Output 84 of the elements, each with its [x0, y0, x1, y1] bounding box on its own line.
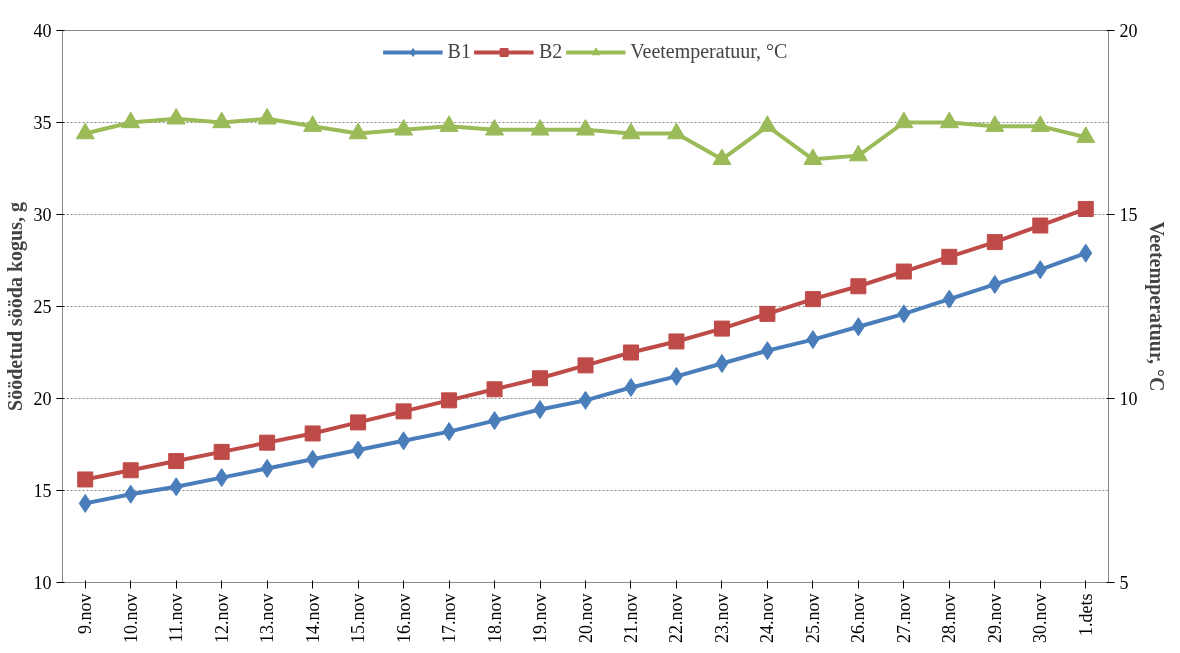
- legend-label: Veetemperatuur, °C: [630, 40, 788, 63]
- point: [215, 468, 229, 488]
- point: [1032, 217, 1049, 234]
- x-tick-label: 28.nov: [939, 593, 960, 643]
- y2-axis-title: Veetemperatuur, °C: [1144, 221, 1168, 392]
- x-tick-label: 30.nov: [1030, 593, 1051, 643]
- y-tick-label: 30: [33, 205, 52, 225]
- y-tick-label: 20: [33, 389, 52, 409]
- point: [351, 440, 365, 460]
- y2-tick-label: 20: [1119, 21, 1138, 41]
- point: [260, 458, 274, 478]
- y2-tick-label: 5: [1119, 573, 1129, 593]
- x-tick-label: 20.nov: [575, 593, 596, 643]
- point: [759, 305, 776, 322]
- point: [897, 304, 911, 324]
- point: [577, 357, 594, 374]
- point: [713, 320, 730, 337]
- y2-tick-label: 15: [1119, 205, 1138, 225]
- y2-tick-label: 10: [1119, 389, 1138, 409]
- x-tick-label: 27.nov: [893, 593, 914, 643]
- x-tick-label: 13.nov: [257, 593, 278, 643]
- point: [397, 431, 411, 451]
- point: [895, 263, 912, 280]
- x-tick-label: 22.nov: [666, 593, 687, 643]
- point: [1079, 243, 1093, 263]
- y-tick-label: 15: [33, 481, 52, 501]
- x-tick-label: 17.nov: [439, 593, 460, 643]
- point: [941, 248, 958, 265]
- x-tick-label: 18.nov: [484, 593, 505, 643]
- point: [669, 366, 683, 386]
- x-tick-label: 23.nov: [711, 593, 732, 643]
- point: [77, 471, 94, 488]
- point: [622, 344, 639, 361]
- point: [804, 291, 821, 308]
- point: [395, 403, 412, 420]
- point: [441, 392, 458, 409]
- x-tick-label: 25.nov: [802, 593, 823, 643]
- point: [851, 317, 865, 337]
- point: [488, 411, 502, 431]
- x-tick-label: 14.nov: [302, 593, 323, 643]
- point: [806, 330, 820, 350]
- y-axis-title: Söödetud sööda kogus, g: [3, 202, 27, 411]
- x-tick-label: 21.nov: [620, 593, 641, 643]
- y-tick-label: 25: [33, 297, 52, 317]
- x-tick-label: 12.nov: [211, 593, 232, 643]
- point: [986, 234, 1003, 251]
- x-tick-label: 19.nov: [530, 593, 551, 643]
- x-tick-label: 16.nov: [393, 593, 414, 643]
- x-tick-label: 24.nov: [757, 593, 778, 643]
- point: [213, 443, 230, 460]
- point: [715, 354, 729, 374]
- x-tick-label: 9.nov: [75, 593, 96, 634]
- point: [850, 278, 867, 295]
- y-tick-label: 35: [33, 113, 52, 133]
- x-tick-label: 11.nov: [166, 593, 187, 643]
- point: [306, 449, 320, 469]
- x-tick-label: 29.nov: [984, 593, 1005, 643]
- point: [168, 453, 185, 470]
- point: [486, 381, 503, 398]
- point: [988, 274, 1002, 294]
- point: [668, 333, 685, 350]
- x-tick-label: 15.nov: [348, 593, 369, 643]
- point: [122, 462, 139, 479]
- point: [259, 434, 276, 451]
- point: [124, 484, 138, 504]
- point: [442, 422, 456, 442]
- point: [1033, 260, 1047, 280]
- point: [1077, 200, 1094, 217]
- point: [533, 400, 547, 420]
- point: [942, 289, 956, 309]
- x-tick-label: 26.nov: [848, 593, 869, 643]
- point: [760, 341, 774, 361]
- point: [169, 477, 183, 497]
- point: [624, 377, 638, 397]
- legend-label: B1: [447, 40, 471, 63]
- y-tick-label: 40: [33, 21, 52, 41]
- x-tick-label: 10.nov: [120, 593, 141, 643]
- x-tick-label: 1.dets: [1075, 593, 1096, 636]
- point: [304, 425, 321, 442]
- y-tick-label: 10: [33, 573, 52, 593]
- point: [532, 370, 549, 387]
- point: [78, 493, 92, 513]
- point: [350, 414, 367, 431]
- legend-label: B2: [538, 40, 563, 63]
